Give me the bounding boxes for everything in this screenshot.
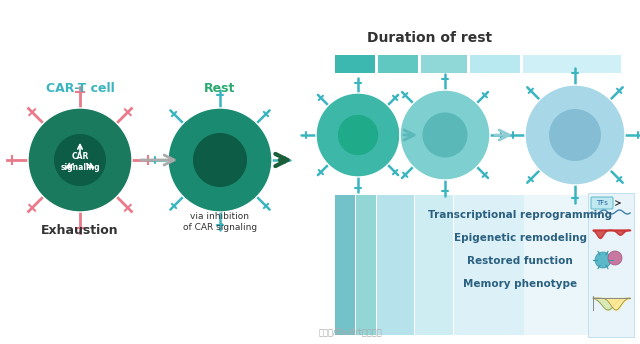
Text: CAR
signaling: CAR signaling: [60, 152, 100, 172]
Circle shape: [422, 112, 467, 158]
Circle shape: [168, 108, 272, 212]
FancyBboxPatch shape: [588, 193, 634, 337]
FancyBboxPatch shape: [335, 195, 355, 335]
FancyBboxPatch shape: [377, 195, 414, 335]
Circle shape: [28, 108, 132, 212]
FancyBboxPatch shape: [335, 55, 375, 73]
FancyBboxPatch shape: [591, 197, 613, 209]
FancyBboxPatch shape: [470, 55, 520, 73]
Circle shape: [338, 115, 378, 155]
Text: CAR-T cell: CAR-T cell: [45, 82, 115, 95]
Circle shape: [525, 85, 625, 185]
Text: Restored function: Restored function: [467, 256, 573, 266]
Text: 百家号/BioArt生物艺术: 百家号/BioArt生物艺术: [318, 327, 382, 336]
Circle shape: [595, 252, 611, 268]
Text: Duration of rest: Duration of rest: [367, 31, 493, 45]
Text: Rest: Rest: [204, 82, 236, 95]
Circle shape: [54, 134, 106, 186]
Text: Transcriptional reprogramming: Transcriptional reprogramming: [428, 210, 612, 220]
FancyBboxPatch shape: [523, 55, 621, 73]
Circle shape: [400, 90, 490, 180]
Circle shape: [316, 93, 400, 177]
Text: TFs: TFs: [596, 200, 608, 206]
FancyBboxPatch shape: [454, 195, 524, 335]
Circle shape: [193, 133, 247, 187]
FancyBboxPatch shape: [356, 195, 376, 335]
Circle shape: [608, 251, 622, 265]
Text: Exhaustion: Exhaustion: [41, 224, 119, 237]
FancyBboxPatch shape: [421, 55, 467, 73]
Circle shape: [549, 109, 601, 161]
FancyBboxPatch shape: [454, 195, 614, 335]
Text: Memory phenotype: Memory phenotype: [463, 279, 577, 289]
FancyBboxPatch shape: [415, 195, 453, 335]
Text: via inhibition
of CAR signaling: via inhibition of CAR signaling: [183, 212, 257, 232]
FancyBboxPatch shape: [378, 55, 418, 73]
Text: Epigenetic remodeling: Epigenetic remodeling: [454, 233, 586, 243]
